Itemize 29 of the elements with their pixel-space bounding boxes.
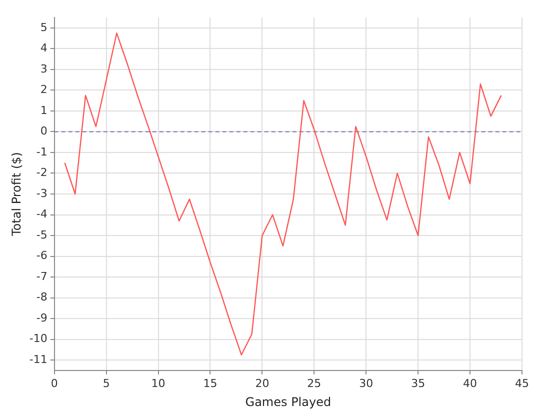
- y-tick-label: -10: [29, 332, 48, 346]
- y-tick-label: -11: [29, 352, 48, 366]
- y-tick-label: -3: [36, 186, 48, 200]
- y-tick-label: -8: [36, 290, 48, 304]
- y-tick-label: -9: [36, 311, 48, 324]
- y-tick-label: -4: [36, 208, 48, 221]
- x-tick-label: 5: [102, 376, 110, 390]
- x-axis-title: Games Played: [245, 394, 332, 409]
- x-tick-label: 35: [411, 376, 426, 390]
- y-tick-label: 4: [40, 42, 48, 55]
- y-tick-label: -1: [36, 145, 48, 158]
- x-tick-label: 15: [203, 376, 218, 390]
- x-tick-label: 40: [463, 376, 478, 390]
- x-tick-label: 30: [359, 376, 374, 390]
- x-tick-label: 20: [255, 376, 270, 390]
- y-tick-label: 1: [40, 104, 48, 117]
- y-tick-label: -5: [36, 228, 48, 242]
- x-tick-label: 10: [151, 376, 166, 390]
- x-tick-label: 0: [50, 376, 58, 390]
- y-tick-label: -6: [36, 249, 48, 262]
- y-tick-label: 2: [40, 83, 48, 96]
- y-axis-title: Total Profit ($): [9, 152, 24, 237]
- y-tick-label: 5: [40, 20, 48, 34]
- x-tick-label: 45: [515, 376, 529, 390]
- y-tick-label: -7: [36, 270, 48, 283]
- x-tick-label: 25: [307, 376, 322, 390]
- y-tick-label: 3: [40, 62, 48, 76]
- y-tick-label: -2: [36, 166, 48, 180]
- y-tick-label: 0: [40, 124, 48, 138]
